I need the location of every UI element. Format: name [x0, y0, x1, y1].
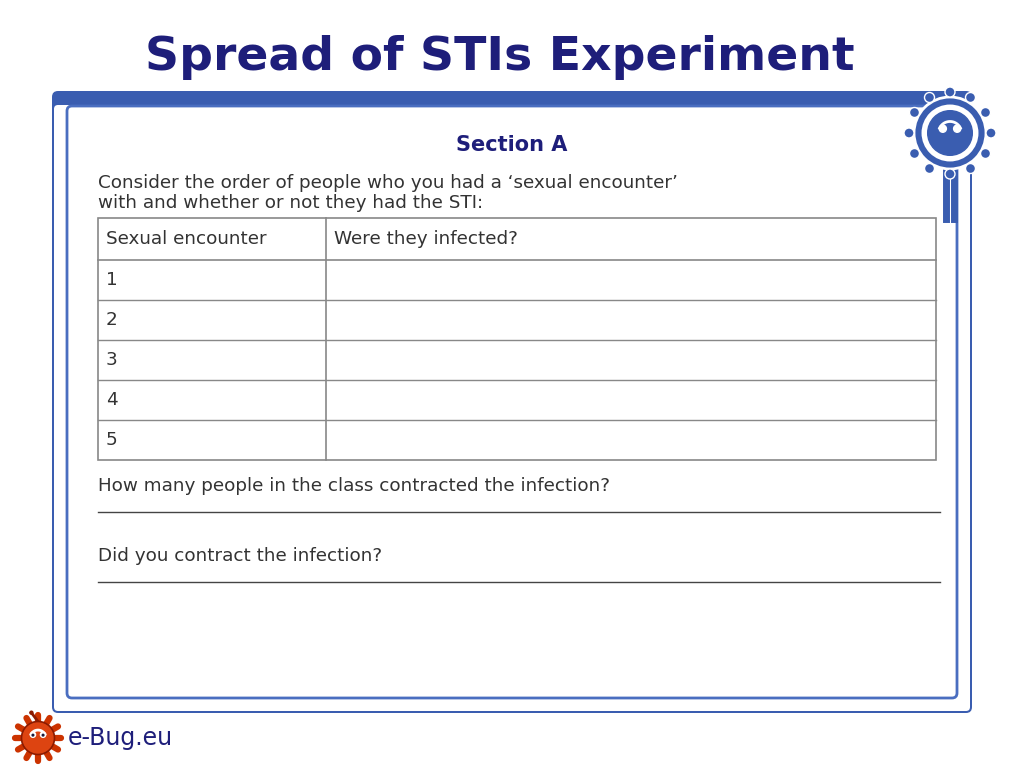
Text: Spread of STIs Experiment: Spread of STIs Experiment: [145, 35, 855, 81]
Text: e-Bug.eu: e-Bug.eu: [68, 726, 173, 750]
Text: 4: 4: [106, 391, 118, 409]
Circle shape: [925, 164, 935, 174]
Text: with and whether or not they had the STI:: with and whether or not they had the STI…: [98, 194, 483, 212]
Circle shape: [42, 733, 45, 737]
Text: Consider the order of people who you had a ‘sexual encounter’: Consider the order of people who you had…: [98, 174, 678, 192]
Circle shape: [22, 721, 54, 754]
Text: Were they infected?: Were they infected?: [334, 230, 518, 248]
Circle shape: [32, 733, 35, 737]
Circle shape: [904, 128, 914, 138]
Text: 2: 2: [106, 311, 118, 329]
Circle shape: [31, 732, 36, 737]
Text: 3: 3: [106, 351, 118, 369]
FancyBboxPatch shape: [52, 91, 972, 713]
Bar: [98, 218, 936, 460]
Text: 1: 1: [106, 271, 118, 289]
Circle shape: [981, 108, 990, 118]
Circle shape: [981, 148, 990, 158]
Circle shape: [953, 125, 961, 132]
Circle shape: [909, 148, 920, 158]
Circle shape: [939, 125, 946, 132]
FancyBboxPatch shape: [54, 105, 970, 711]
Text: Did you contract the infection?: Did you contract the infection?: [98, 547, 382, 565]
Circle shape: [945, 87, 955, 97]
Text: Sexual encounter: Sexual encounter: [106, 230, 266, 248]
Circle shape: [925, 92, 935, 102]
Circle shape: [986, 128, 996, 138]
Circle shape: [945, 169, 955, 179]
Circle shape: [40, 732, 46, 737]
Circle shape: [914, 97, 986, 169]
Circle shape: [30, 710, 34, 715]
Circle shape: [966, 164, 976, 174]
Text: How many people in the class contracted the infection?: How many people in the class contracted …: [98, 477, 610, 495]
Circle shape: [966, 92, 976, 102]
Circle shape: [921, 104, 980, 163]
Text: 5: 5: [106, 431, 118, 449]
Text: Section A: Section A: [457, 135, 567, 155]
FancyBboxPatch shape: [67, 106, 957, 698]
Circle shape: [909, 108, 920, 118]
Circle shape: [928, 111, 973, 155]
